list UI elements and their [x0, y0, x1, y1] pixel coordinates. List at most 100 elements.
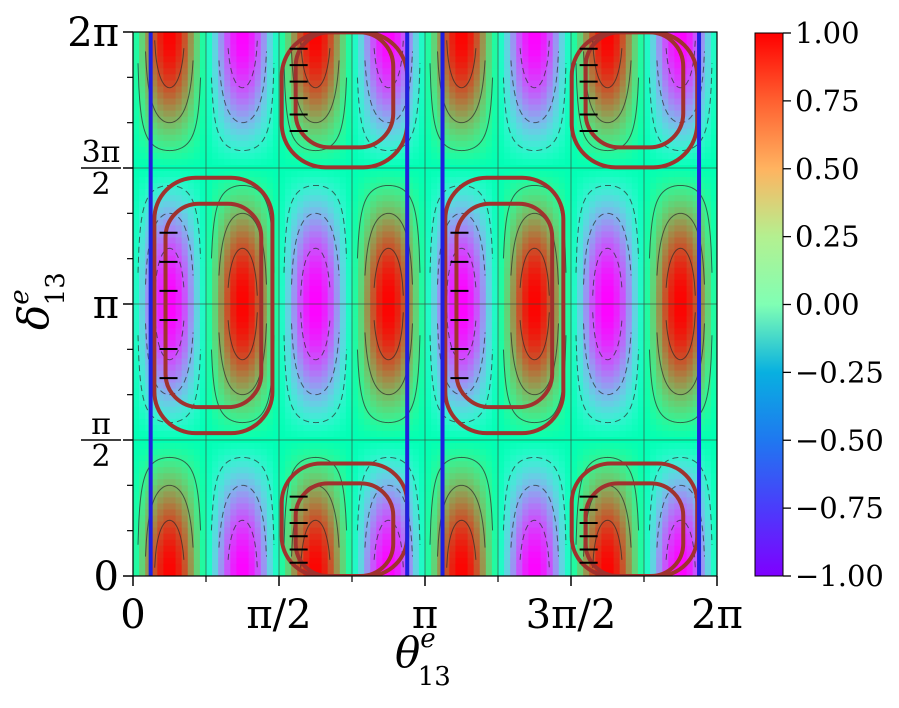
heatmap-cell — [370, 80, 377, 87]
heatmap-cell — [431, 557, 438, 565]
heatmap-cell — [242, 128, 250, 136]
heatmap-cell — [339, 158, 347, 166]
heatmap-cell — [352, 557, 359, 565]
heatmap-cell — [461, 219, 469, 227]
heatmap-cell — [461, 334, 469, 341]
heatmap-cell — [358, 443, 365, 450]
heatmap-cell — [291, 316, 298, 323]
heatmap-cell — [309, 207, 317, 214]
heatmap-cell — [412, 412, 420, 420]
heatmap-cell — [321, 485, 329, 492]
heatmap-cell — [370, 455, 377, 462]
heatmap-cell — [139, 406, 146, 414]
heatmap-cell — [455, 140, 463, 148]
heatmap-cell — [339, 122, 347, 130]
heatmap-cell — [151, 406, 158, 414]
heatmap-cell — [321, 110, 329, 118]
heatmap-cell — [254, 479, 262, 486]
heatmap-cell — [406, 98, 414, 106]
heatmap-cell — [291, 255, 298, 263]
heatmap-cell — [236, 50, 244, 57]
heatmap-cell — [236, 376, 244, 384]
heatmap-cell — [394, 219, 402, 227]
heatmap-cell — [297, 86, 304, 94]
heatmap-cell — [248, 418, 256, 426]
heatmap-cell — [145, 430, 152, 438]
heatmap-cell — [352, 189, 359, 196]
heatmap-cell — [297, 134, 304, 142]
heatmap-cell — [254, 38, 262, 45]
heatmap-cell — [327, 521, 335, 529]
heatmap-cell — [193, 273, 201, 281]
heatmap-cell — [169, 358, 177, 366]
heatmap-cell — [193, 38, 201, 45]
heatmap-cell — [193, 551, 201, 559]
heatmap-cell — [236, 207, 244, 214]
heatmap-cell — [175, 503, 183, 511]
heatmap-cell — [266, 219, 274, 227]
heatmap-cell — [382, 358, 390, 366]
heatmap-cell — [187, 310, 195, 317]
heatmap-cell — [394, 50, 402, 57]
heatmap-cell — [266, 171, 274, 178]
heatmap-cell — [169, 443, 177, 450]
heatmap-cell — [279, 376, 286, 384]
heatmap-cell — [315, 243, 323, 251]
heatmap-cell — [309, 195, 317, 202]
heatmap-cell — [218, 509, 225, 517]
heatmap-cell — [285, 545, 292, 553]
heatmap-cell — [400, 279, 408, 287]
heatmap-cell — [260, 279, 268, 287]
heatmap-cell — [364, 177, 371, 184]
heatmap-cell — [358, 92, 365, 100]
heatmap-cell — [382, 497, 390, 505]
heatmap-cell — [236, 406, 244, 414]
heatmap-cell — [309, 285, 317, 293]
heatmap-cell — [394, 279, 402, 287]
heatmap-cell — [406, 291, 414, 299]
heatmap-cell — [437, 569, 444, 576]
heatmap-cell — [412, 80, 420, 87]
heatmap-cell — [327, 68, 335, 75]
heatmap-cell — [388, 237, 396, 245]
heatmap-cell — [327, 62, 335, 69]
heatmap-cell — [212, 304, 219, 311]
heatmap-cell — [248, 467, 256, 474]
heatmap-cell — [467, 171, 475, 178]
heatmap-cell — [364, 74, 371, 81]
heatmap-cell — [266, 509, 274, 517]
heatmap-cell — [279, 152, 286, 160]
heatmap-cell — [285, 443, 292, 450]
heatmap-cell — [303, 195, 311, 202]
heatmap-cell — [358, 158, 365, 166]
heatmap-cell — [309, 394, 317, 402]
heatmap-cell — [145, 340, 152, 347]
heatmap-cell — [279, 334, 286, 341]
heatmap-cell — [175, 134, 183, 142]
heatmap-cell — [461, 122, 469, 130]
heatmap-cell — [224, 406, 231, 414]
heatmap-cell — [230, 515, 238, 523]
heatmap-cell — [449, 50, 457, 57]
heatmap-cell — [461, 237, 469, 245]
heatmap-cell — [272, 455, 280, 462]
heatmap-cell — [327, 509, 335, 517]
heatmap-cell — [206, 237, 213, 245]
heatmap-cell — [455, 273, 463, 281]
heatmap-cell — [443, 128, 450, 136]
heatmap-cell — [187, 171, 195, 178]
heatmap-cell — [272, 352, 280, 359]
heatmap-cell — [376, 364, 384, 372]
heatmap-cell — [303, 310, 311, 317]
heatmap-cell — [272, 171, 280, 178]
heatmap-cell — [382, 56, 390, 63]
heatmap-cell — [333, 340, 341, 347]
heatmap-cell — [406, 376, 414, 384]
heatmap-cell — [236, 358, 244, 366]
heatmap-cell — [266, 56, 274, 63]
heatmap-cell — [218, 455, 225, 462]
heatmap-cell — [175, 219, 183, 227]
heatmap-cell — [406, 122, 414, 130]
heatmap-cell — [169, 376, 177, 384]
heatmap-cell — [139, 98, 146, 106]
